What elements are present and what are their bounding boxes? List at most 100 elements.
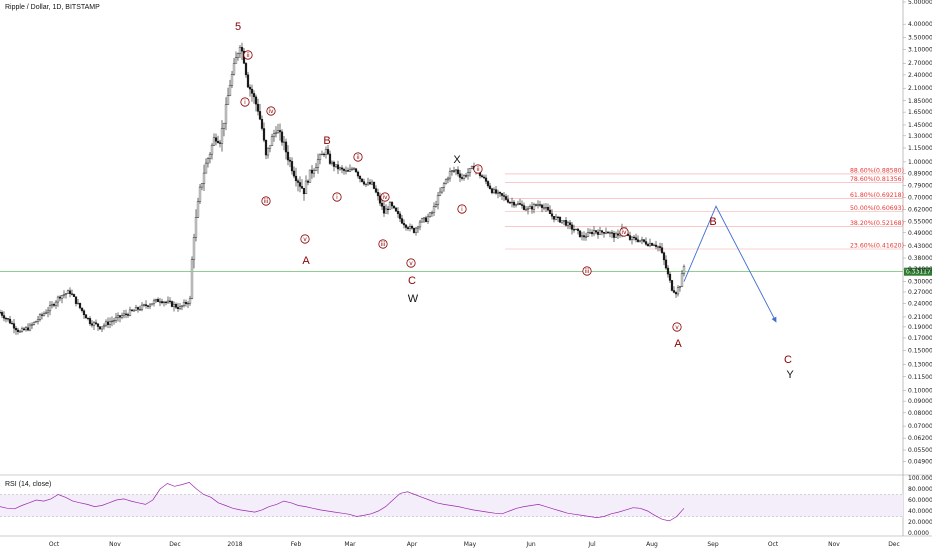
candle-body [392,205,396,209]
chart-title: Ripple / Dollar, 1D, BITSTAMP [5,4,100,11]
candle-body [186,302,190,305]
candle-body [400,218,404,224]
sub-wave-marker: v [672,322,682,332]
sub-wave-marker: iv [619,227,629,237]
candle-body [448,171,452,179]
candle-body [224,104,228,124]
x-tick-label: Nov [828,541,840,548]
candle-body [408,225,412,229]
sub-wave-circle [582,266,592,276]
candle-body [602,232,606,234]
candle-body [596,231,600,235]
sub-wave-marker: iv [266,106,276,116]
rsi-title: RSI (14, close) [5,481,51,488]
sub-wave-marker: i [457,204,467,214]
candle-body [132,310,136,312]
candle-body [182,302,186,307]
rsi-tick-label: 40.0000 [908,508,932,515]
candle-body [164,301,168,304]
candle-body [482,176,486,179]
candle-body [156,299,160,303]
candle-body [662,252,666,261]
sub-wave-circle [243,50,253,60]
candle-body [350,168,354,170]
candle-body [0,312,4,316]
rsi-tick-label: 80.0000 [908,486,932,493]
candle-body [232,63,236,75]
candle-body [38,314,42,320]
candle-body [640,239,644,241]
candle-body [122,313,126,316]
sub-wave-label: i [244,99,246,106]
candle-body [654,244,658,247]
candle-body [168,300,172,302]
candle-body [608,232,612,234]
candle-body [46,310,50,314]
candle-body [444,179,448,184]
candle-body [660,247,664,253]
candle-body [92,322,96,326]
y-tick-label: 0.27000 [908,289,932,296]
wave-label: B [323,135,330,147]
y-tick-label: 0.89000 [908,170,932,177]
candle-body [600,230,604,233]
candle-body [284,141,288,153]
candle-body [390,202,394,207]
candle-body [4,318,8,320]
candle-body [358,175,362,180]
candle-body [172,304,176,307]
x-tick-label: Dec [169,541,181,548]
candle-body [52,304,56,306]
candle-body [228,85,232,96]
candle-body [676,287,680,295]
candle-body [300,186,304,189]
wave-label: X [453,154,461,166]
candle-body [44,312,48,314]
candle-body [464,175,468,177]
candle-body [428,212,432,218]
candle-body [138,309,142,311]
y-tick-label: 0.07000 [908,423,932,430]
candle-body [276,130,280,134]
candle-body [650,243,654,246]
sub-wave-marker: i [240,97,250,107]
candle-body [422,217,426,220]
candle-body [206,158,210,164]
candle-body [176,307,180,309]
candle-body [204,162,208,174]
candle-body [288,159,292,162]
candle-body [552,216,556,220]
candle-body [16,329,20,332]
candle-body [540,204,544,208]
candle-body [304,180,308,195]
candle-body [152,300,156,304]
candle-body [28,324,32,331]
candle-body [520,204,524,206]
y-tick-label: 0.38000 [908,255,932,262]
candle-body [68,290,72,294]
candle-body [604,231,608,234]
candle-body [470,166,474,169]
y-tick-label: 2.70000 [908,60,932,67]
candle-body [536,204,540,206]
candle-body [340,167,344,170]
candle-body [84,314,88,319]
candle-body [434,204,438,207]
candle-body [494,189,498,194]
candle-body [488,185,492,189]
candle-body [90,323,94,326]
sub-wave-label: ii [476,166,480,173]
candle-body [486,181,490,187]
candle-body [76,302,80,305]
candle-body [682,266,686,274]
candle-body [378,195,382,204]
candle-body [250,88,254,94]
candle-body [120,315,124,318]
y-tick-label: 1.15000 [908,145,932,152]
candle-body [578,230,582,238]
candle-body [636,239,640,242]
candle-body [588,232,592,234]
candle-body [452,170,456,172]
candle-body [114,317,118,321]
